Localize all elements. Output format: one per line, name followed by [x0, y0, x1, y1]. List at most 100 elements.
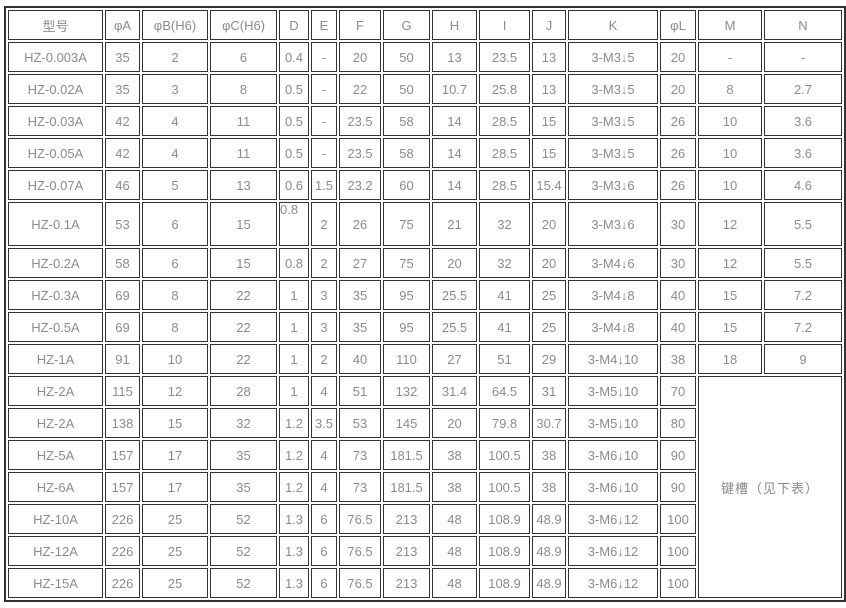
table-cell: 3-M6↓12	[568, 536, 658, 566]
table-cell: 18	[698, 344, 762, 374]
table-cell: 10	[698, 106, 762, 136]
table-cell: 8	[698, 74, 762, 104]
table-cell: 75	[383, 248, 430, 278]
table-cell: 132	[383, 376, 430, 406]
table-cell: 40	[660, 312, 696, 342]
table-cell: 95	[383, 312, 430, 342]
table-cell: 2	[311, 202, 337, 246]
table-cell: 26	[660, 170, 696, 200]
table-cell: 15	[210, 202, 277, 246]
table-cell: 35	[210, 440, 277, 470]
model-cell: HZ-0.02A	[8, 74, 103, 104]
table-cell: 1.3	[279, 536, 309, 566]
table-cell: 27	[339, 248, 381, 278]
column-header: M	[698, 10, 762, 40]
table-cell: 42	[105, 106, 140, 136]
table-cell: 3	[311, 280, 337, 310]
table-cell: 25.5	[432, 280, 477, 310]
table-cell: 22	[210, 344, 277, 374]
table-cell: 11	[210, 138, 277, 168]
column-header: H	[432, 10, 477, 40]
table-row: HZ-15A 226 25 52 1.3 6 76.5 213 48 108.9 48.9 3-M6↓…	[8, 568, 842, 598]
table-cell: 35	[105, 42, 140, 72]
table-cell: 30	[660, 202, 696, 246]
table-cell: 46	[105, 170, 140, 200]
table-cell: 53	[105, 202, 140, 246]
column-header: φA	[105, 10, 140, 40]
model-cell: HZ-0.1A	[8, 202, 103, 246]
table-cell: 138	[105, 408, 140, 438]
model-cell: HZ-6A	[8, 472, 103, 502]
table-cell: 12	[698, 248, 762, 278]
table-cell: 7.2	[764, 280, 842, 310]
table-cell: 20	[432, 248, 477, 278]
table-cell: 3-M4↓8	[568, 280, 658, 310]
table-cell: 226	[105, 568, 140, 598]
table-cell: 27	[432, 344, 477, 374]
table-cell: 100	[660, 504, 696, 534]
table-cell: 3-M6↓12	[568, 568, 658, 598]
table-cell: 157	[105, 440, 140, 470]
table-cell: 100	[660, 568, 696, 598]
model-cell: HZ-12A	[8, 536, 103, 566]
table-row: HZ-0.05A 42 4 11 0.5-23.5 58 14 28.5 15 3-M3↓5 26 1…	[8, 138, 842, 168]
table-cell: 115	[105, 376, 140, 406]
table-cell: 23.2	[339, 170, 381, 200]
table-cell: 52	[210, 536, 277, 566]
table-row: HZ-10A 226 25 52 1.3 6 76.5 213 48 108.9 48.9 3-M6↓…	[8, 504, 842, 534]
table-cell: 3-M6↓12	[568, 504, 658, 534]
table-cell: 3-M6↓10	[568, 472, 658, 502]
model-cell: HZ-0.07A	[8, 170, 103, 200]
table-row: HZ-0.03A 42 4 11 0.5-23.5 58 14 28.5 15 3-M3↓5 26 1…	[8, 106, 842, 136]
table-cell: 1.2	[279, 472, 309, 502]
table-cell: 4.6	[764, 170, 842, 200]
table-cell: 38	[432, 440, 477, 470]
table-cell: 157	[105, 472, 140, 502]
column-header: N	[764, 10, 842, 40]
table-cell: 4	[142, 138, 208, 168]
table-cell: 213	[383, 504, 430, 534]
table-cell: 3-M3↓5	[568, 42, 658, 72]
table-cell: 38	[660, 344, 696, 374]
column-header: D	[279, 10, 309, 40]
table-cell: 50	[383, 74, 430, 104]
table-cell: 4	[142, 106, 208, 136]
table-cell: 1	[279, 312, 309, 342]
table-cell: 9	[764, 344, 842, 374]
table-cell: -	[311, 74, 337, 104]
table-cell: 17	[142, 440, 208, 470]
table-cell: 25	[532, 280, 566, 310]
table-row: HZ-5A 157 17 35 1.2 4 73 181.5 38 100.5 38 3-M6↓10 9…	[8, 440, 842, 470]
table-cell: 3	[311, 312, 337, 342]
table-cell: 15	[698, 312, 762, 342]
table-cell: 17	[142, 472, 208, 502]
column-header: φC(H6)	[210, 10, 277, 40]
table-cell: 60	[383, 170, 430, 200]
table-cell: 69	[105, 280, 140, 310]
table-cell: 76.5	[339, 504, 381, 534]
table-cell: 2	[311, 344, 337, 374]
table-cell: 30.7	[532, 408, 566, 438]
table-body: HZ-0.003A 35 2 6 0.4-20 50 13 23.5 13 3-M3↓5 20- - H…	[8, 42, 842, 598]
table-cell: -	[311, 138, 337, 168]
table-cell: 51	[339, 376, 381, 406]
table-row: HZ-2A 115 12 28 1 4 51 132 31.4 64.5 31 3-M5↓10 70 键槽…	[8, 376, 842, 598]
table-cell: 14	[432, 138, 477, 168]
column-header: φL	[660, 10, 696, 40]
model-cell: HZ-0.3A	[8, 280, 103, 310]
table-cell: 6	[311, 568, 337, 598]
table-row: HZ-6A 157 17 35 1.2 4 73 181.5 38 100.5 38 3-M6↓10 9…	[8, 472, 842, 502]
table-cell: 35	[339, 312, 381, 342]
table-cell: 0.5	[279, 106, 309, 136]
table-cell: 12	[142, 376, 208, 406]
table-cell: 10	[142, 344, 208, 374]
table-cell: 80	[660, 408, 696, 438]
model-cell: HZ-1A	[8, 344, 103, 374]
table-cell: 110	[383, 344, 430, 374]
table-row: HZ-0.2A 58 6 15 0.8 2 27 75 20 32 20 3-M4↓6 30 12 5.5	[8, 248, 842, 278]
table-cell: 75	[383, 202, 430, 246]
table-row: HZ-0.5A 69 8 22 1 3 35 95 25.5 41 25 3-M4↓8 40 15 7.2	[8, 312, 842, 342]
table-cell: 100.5	[479, 440, 530, 470]
